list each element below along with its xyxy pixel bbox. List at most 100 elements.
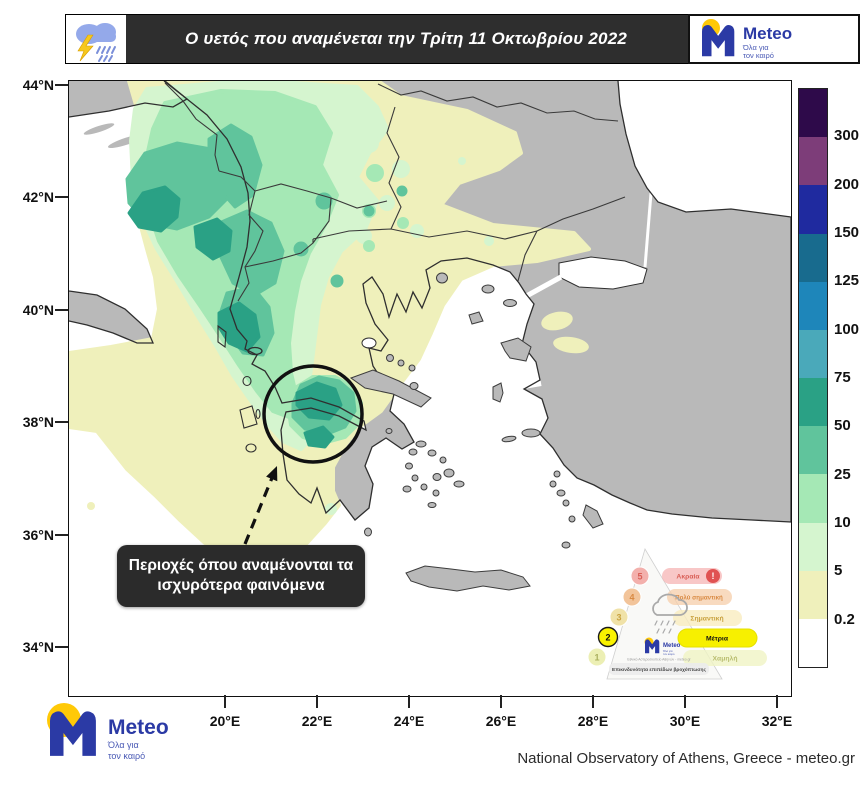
colorbar-segment — [799, 522, 827, 571]
level-4-num: 4 — [629, 593, 634, 603]
lon-tick — [224, 695, 226, 708]
colorbar-label: 10 — [834, 514, 851, 531]
colorbar-label: 50 — [834, 417, 851, 434]
colorbar-label: 25 — [834, 466, 851, 483]
lon-tick — [500, 695, 502, 708]
lon-label: 32°E — [761, 713, 793, 729]
page-title: Ο υετός που αναμένεται την Τρίτη 11 Οκτω… — [184, 29, 628, 48]
lon-label: 24°E — [393, 713, 425, 729]
alert-mark: ! — [712, 571, 715, 581]
inland-seas — [361, 192, 653, 390]
level-5-num: 5 — [637, 572, 642, 582]
colorbar-segment — [799, 233, 827, 282]
lat-label: 38°N — [22, 414, 54, 430]
pill-label-5: Ακραία — [676, 574, 700, 581]
colorbar-label: 5 — [834, 562, 843, 579]
precip-field — [67, 79, 591, 581]
pill-level-3 — [673, 610, 742, 626]
lightning-icon — [77, 34, 94, 62]
logo-tagline-1: Όλα για — [107, 740, 139, 750]
footer-credit: National Observatory of Athens, Greece -… — [517, 750, 855, 767]
colorbar-label: 200 — [834, 176, 860, 193]
country-borders — [164, 82, 626, 302]
lat-tick — [55, 196, 69, 198]
logo-tagline-1: Όλα για — [742, 43, 769, 52]
lat-label: 36°N — [22, 527, 54, 543]
lat-label: 40°N — [22, 302, 54, 318]
pill-level-2-active — [677, 628, 758, 648]
colorbar-segment — [799, 378, 827, 427]
colorbar-label: 100 — [834, 321, 860, 338]
level-5-circle — [630, 566, 650, 586]
level-2-circle-active — [597, 626, 619, 648]
logo-name: Meteo — [108, 716, 169, 739]
lon-label: 26°E — [485, 713, 517, 729]
colorbar-label: 75 — [834, 369, 851, 386]
pill-label-2: Μέτρια — [706, 636, 729, 643]
lat-label: 44°N — [22, 77, 54, 93]
rain-icon — [96, 46, 116, 62]
colorbar-segment — [799, 89, 827, 138]
lat-tick — [55, 534, 69, 536]
meteo-logo-header: Meteo Όλα για τον καιρό — [688, 14, 860, 64]
mini-logo-name: Meteo — [663, 643, 681, 649]
lon-tick — [684, 695, 686, 708]
logo-tagline-2: τον καιρό — [743, 51, 774, 60]
annotation-line-1: Περιοχές όπου αναμένονται τα — [128, 557, 354, 574]
level-4-circle — [622, 587, 642, 607]
risk-pyramid: Ακραία ! Πολύ σημαντική Σημαντική Μέτρια… — [585, 543, 775, 696]
colorbar-segment — [799, 618, 827, 668]
lon-tick — [592, 695, 594, 708]
lat-label: 42°N — [22, 189, 54, 205]
meteo-logo-footer: Meteo Όλα για τον καιρό — [30, 698, 210, 775]
lat-tick — [55, 309, 69, 311]
colorbar-label: 150 — [834, 224, 860, 241]
lat-tick — [55, 646, 69, 648]
annotation-circle — [262, 364, 364, 464]
pill-level-1 — [683, 650, 767, 666]
pill-label-1: Χαμηλή — [713, 655, 738, 663]
logo-tagline-2: τον καιρό — [108, 751, 145, 761]
level-3-num: 3 — [616, 613, 621, 623]
colorbar-segment — [799, 570, 827, 619]
level-2-num: 2 — [605, 633, 610, 643]
annotation-box: Περιοχές όπου αναμένονται τα ισχυρότερα … — [117, 545, 365, 607]
storm-icon — [66, 15, 126, 63]
level-1-num: 1 — [594, 653, 599, 663]
colorbar-segment — [799, 474, 827, 523]
pyramid-note-banner — [609, 663, 709, 675]
lat-label: 34°N — [22, 639, 54, 655]
logo-name: Meteo — [743, 24, 792, 43]
colorbar — [798, 88, 828, 668]
level-1-circle — [587, 647, 607, 667]
annotation-arrowhead — [266, 466, 278, 482]
colorbar-segment — [799, 185, 827, 234]
annotation-arrow — [243, 472, 276, 545]
colorbar-segment — [799, 137, 827, 186]
lat-tick — [55, 421, 69, 423]
colorbar-label: 0.2 — [834, 611, 855, 628]
colorbar-segment — [799, 329, 827, 379]
pill-level-5 — [662, 568, 722, 584]
lon-tick — [776, 695, 778, 708]
pyramid-note: Επικινδυνότητα επιπέδων βροχόπτωσης — [612, 667, 706, 673]
mini-logo-tag1: Όλα για — [662, 649, 673, 653]
ionian-islands — [217, 324, 261, 453]
lon-label: 30°E — [669, 713, 701, 729]
islands — [349, 272, 604, 592]
level-3-circle — [609, 607, 629, 627]
mini-logo-tag2: τον καιρό — [663, 652, 675, 656]
lon-tick — [316, 695, 318, 708]
pill-label-4: Πολύ σημαντική — [675, 595, 723, 602]
pyramid-credit: Εθνικό Αστεροσκοπείο Αθηνών - meteo.gr — [627, 658, 691, 662]
annotation-line-2: ισχυρότερα φαινόμενα — [157, 577, 325, 594]
colorbar-label: 125 — [834, 272, 860, 289]
rain-cloud-icon — [652, 593, 688, 634]
lat-tick — [55, 84, 69, 86]
lon-tick — [408, 695, 410, 708]
lon-label: 28°E — [577, 713, 609, 729]
lon-label: 20°E — [209, 713, 241, 729]
lon-label: 22°E — [301, 713, 333, 729]
alert-icon — [706, 569, 720, 583]
